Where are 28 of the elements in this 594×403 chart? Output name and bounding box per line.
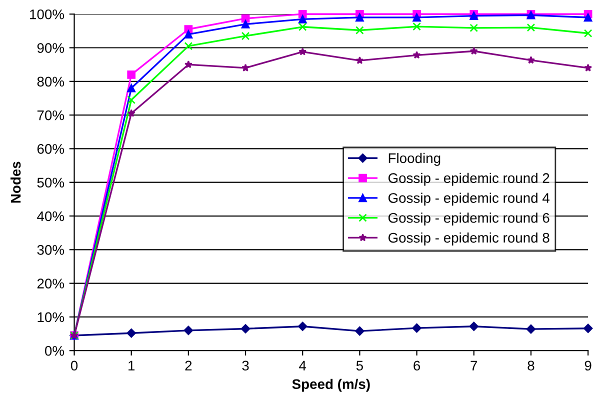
x-tick-label: 9 xyxy=(584,360,592,371)
y-tick-label: 80% xyxy=(37,76,64,87)
legend-label: Flooding xyxy=(388,152,440,166)
y-tick-label: 50% xyxy=(37,178,64,188)
y-tick-label: 10% xyxy=(38,312,64,322)
x-tick-label: 1 xyxy=(128,360,135,370)
x-tick-label: 4 xyxy=(299,360,306,370)
y-tick-label: 100% xyxy=(30,9,64,20)
x-tick-label: 7 xyxy=(470,360,478,370)
x-tick-label: 3 xyxy=(242,360,249,371)
legend-label: Gossip - epidemic round 6 xyxy=(388,212,550,226)
legend-label: Gossip - epidemic round 8 xyxy=(388,232,550,246)
x-tick-label: 5 xyxy=(356,360,363,371)
y-tick-label: 90% xyxy=(37,43,64,53)
y-tick-label: 60% xyxy=(37,144,64,154)
y-tick-label: 0% xyxy=(44,346,64,356)
y-axis-title: Nodes xyxy=(10,162,21,203)
legend-label: Gossip - epidemic round 2 xyxy=(388,172,550,186)
legend-label: Gossip - epidemic round 4 xyxy=(388,192,550,206)
x-axis-title: Speed (m/s) xyxy=(292,378,370,392)
y-tick-label: 40% xyxy=(37,211,64,222)
y-tick-label: 70% xyxy=(37,110,64,120)
y-tick-label: 30% xyxy=(37,244,64,255)
x-tick-label: 0 xyxy=(70,360,78,371)
x-tick-label: 8 xyxy=(528,360,534,371)
x-tick-label: 6 xyxy=(414,360,420,371)
y-tick-label: 20% xyxy=(37,278,64,288)
x-tick-label: 2 xyxy=(185,360,192,370)
